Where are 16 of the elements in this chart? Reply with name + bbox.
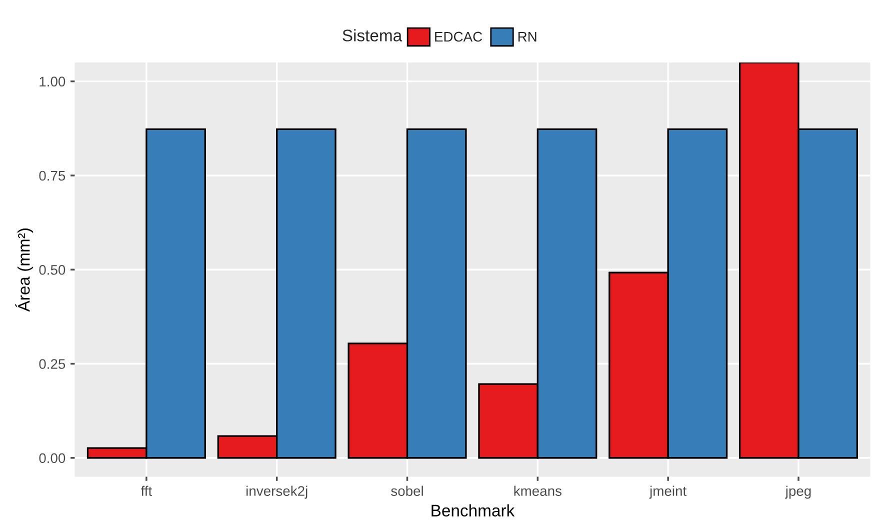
- x-tick-label: sobel: [391, 486, 423, 496]
- legend-label: RN: [518, 32, 536, 42]
- x-tick-label: jmeint: [649, 486, 686, 499]
- legend-title: Sistema: [342, 29, 402, 42]
- y-tick-label: 0.00: [39, 453, 66, 464]
- x-tick-label: kmeans: [514, 486, 562, 496]
- y-tick-label: 1.00: [40, 76, 66, 87]
- x-axis-title: Benchmark: [432, 504, 515, 516]
- y-axis-title: Área (mm²): [15, 228, 34, 312]
- y-tick-label: 0.25: [39, 359, 66, 369]
- x-tick-label: inversek2j: [246, 486, 308, 499]
- x-tick-label: jpeg: [785, 486, 811, 499]
- y-tick-label: 0.75: [39, 170, 66, 181]
- legend-label: EDCAC: [435, 32, 482, 42]
- x-tick-label: fft: [140, 486, 152, 496]
- y-tick-label: 0.50: [39, 264, 66, 275]
